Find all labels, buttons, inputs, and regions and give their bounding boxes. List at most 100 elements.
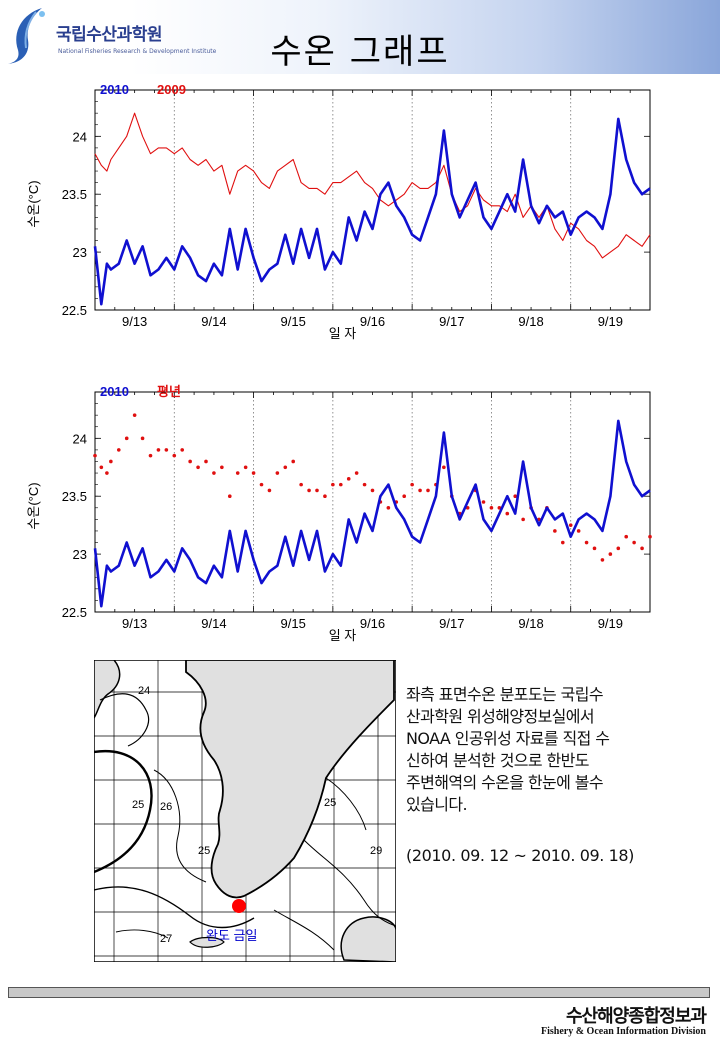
x-tick-label: 9/13 [122,616,147,631]
data-point [172,453,177,458]
header-band [0,0,720,74]
data-point [259,482,264,487]
y-tick-label: 23 [73,245,87,260]
data-point [505,511,510,516]
description-text: 좌측 표면수온 분포도는 국립수 산과학원 위성해양정보실에서 NOAA 인공위… [406,684,698,816]
data-point [410,482,414,487]
data-point [584,540,589,545]
data-point [105,471,109,475]
series-line-2010 [93,117,651,306]
data-point [196,465,200,470]
data-point [442,465,446,470]
contour-label: 24 [138,685,150,697]
isotherm-contours [94,693,396,951]
data-point [521,517,525,522]
data-point [323,494,327,499]
data-point [553,529,557,533]
x-axis-label: 일 자 [329,326,357,340]
y-tick-label: 22.5 [62,605,87,620]
x-tick-label: 9/17 [439,616,464,631]
x-tick-label: 9/14 [201,616,226,631]
data-point [267,488,272,493]
data-point [560,540,565,545]
data-point [275,471,280,475]
water-temp-chart-2010-vs-2009: 22.5 23 23.5 24 9/13 9/14 9/15 9/16 9/17 9/18 9/19… [26,82,651,340]
data-point [148,453,153,458]
contour-label: 27 [160,933,172,945]
kyushu-land [340,916,396,962]
x-tick-label: 9/14 [201,314,226,329]
data-point [164,448,169,452]
data-point [362,482,367,487]
description-line: 있습니다. [406,795,468,814]
data-point [291,459,296,464]
y-tick-label: 24 [73,129,87,144]
data-point [600,558,605,562]
data-point [99,465,104,470]
data-point [116,448,121,452]
data-point [592,546,597,551]
data-point [132,413,137,417]
contour-label: 25 [324,797,336,809]
footer-divider-bar [8,987,710,998]
contour-label: 25 [198,845,210,857]
data-point [576,529,581,533]
y-tick-label: 24 [73,431,87,446]
data-point [251,471,256,475]
division-name-ko: 수산해양종합정보과 [565,1006,707,1027]
legend-entry: 2010 [100,82,129,97]
x-tick-label: 9/15 [281,314,306,329]
page-title: 수온 그래프 [270,32,450,72]
data-point [481,500,486,504]
x-tick-label: 9/19 [598,314,623,329]
korean-peninsula-land [185,660,395,899]
data-point [648,534,652,539]
data-point [402,494,407,499]
plot-frame [94,391,651,613]
x-tick-label: 9/16 [360,616,385,631]
data-point [235,471,240,475]
x-tick-label: 9/18 [518,616,543,631]
description-line: 좌측 표면수온 분포도는 국립수 [406,685,604,704]
data-point [426,488,430,493]
data-point [124,436,129,441]
data-point [346,477,351,481]
contour-label: 29 [370,845,382,857]
data-point [386,505,391,510]
legend-entry: 평년 [157,384,181,399]
org-name: 국립수산과학원 [56,25,162,45]
plot-frame [94,89,651,311]
y-tick-label: 23.5 [62,489,87,504]
data-point [93,453,97,458]
series-line-2010 [93,419,651,608]
data-point [212,471,216,475]
y-tick-label: 22.5 [62,303,87,318]
sst-distribution-map: 24 25 26 25 25 29 27 완도 금일 [94,660,396,962]
x-tick-label: 9/15 [281,616,306,631]
data-point [624,534,629,539]
data-point [338,482,343,487]
description-line: NOAA 인공위성 자료를 직접 수 [406,729,610,748]
x-axis-label: 일 자 [329,628,357,643]
data-point [331,482,335,487]
station-label: 완도 금일 [206,928,257,943]
legend-entry: 2010 [100,384,129,399]
x-tick-label: 9/13 [122,314,147,329]
data-point [227,494,232,499]
y-axis-label: 수온(°C) [26,180,41,227]
data-point [220,465,224,470]
y-axis-label: 수온(°C) [26,482,41,529]
data-point [370,488,375,493]
fish-logo-icon [8,8,45,64]
y-tick-label: 23.5 [62,187,87,202]
y-tick-label: 23 [73,547,87,562]
data-point [243,465,248,470]
x-tick-label: 9/18 [518,314,543,329]
water-temp-chart-2010-vs-normal: 22.5 23 23.5 24 9/13 9/14 9/15 9/16 9/17 9/18 9/19… [26,384,652,643]
contour-label: 25 [132,799,144,811]
data-point [204,459,208,464]
data-point [640,546,644,551]
description-line: 신하여 분석한 것으로 한반도 [406,751,590,770]
data-point [283,465,288,470]
org-subtitle: National Fisheries Research & Developmen… [58,48,217,55]
